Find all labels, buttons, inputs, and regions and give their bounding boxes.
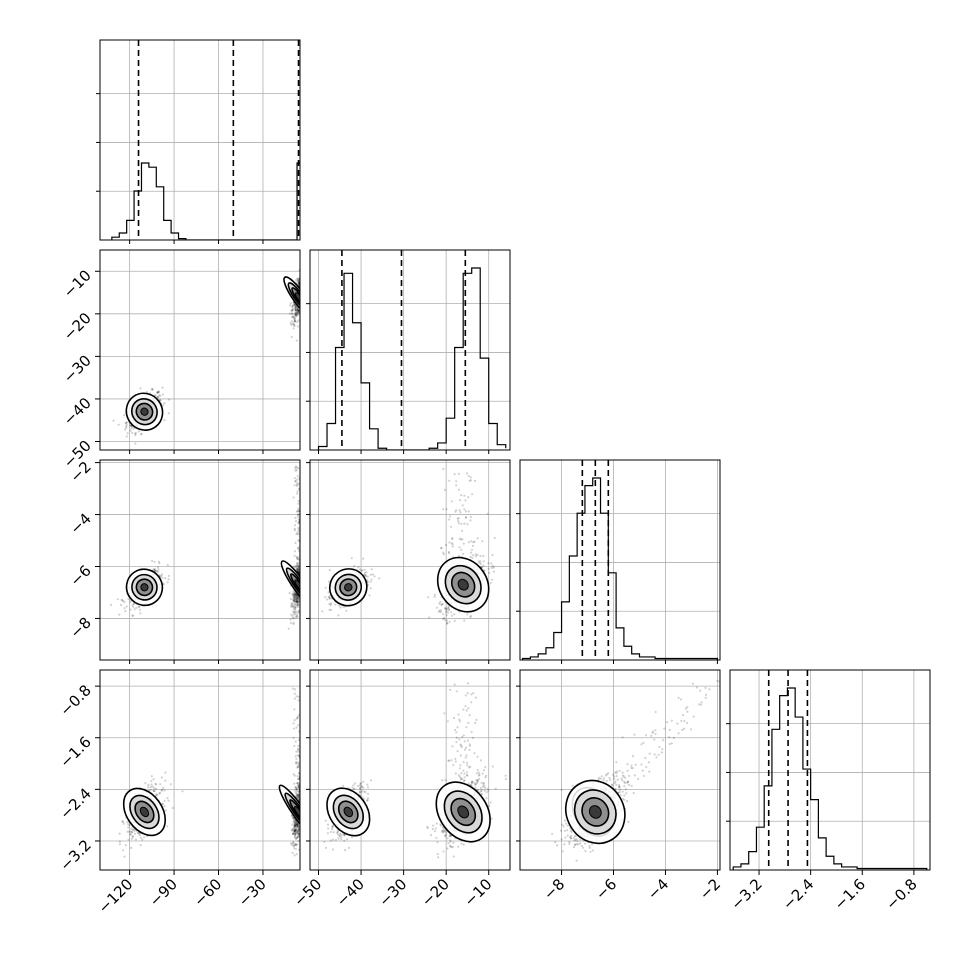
y-tick-label: −6 [66, 562, 94, 590]
panel-frame [519, 459, 721, 661]
density-contour [457, 805, 470, 819]
scatter-points [112, 268, 300, 445]
x-tick-label: −2.4 [779, 875, 817, 913]
x-tick-label: −40 [333, 875, 368, 910]
panel-frame [99, 459, 301, 661]
density-contour [139, 806, 150, 818]
panel-frame [519, 669, 721, 871]
scatter-panel-p2-p3 [519, 669, 721, 871]
scatter-points [321, 467, 496, 625]
hist-panel-p2 [516, 459, 721, 661]
density-contour [588, 805, 602, 819]
x-tick-label: −4 [644, 875, 672, 903]
y-axis-p3: −3.2 −2.4 −1.6 −0.8 [56, 681, 100, 875]
panel-frame [309, 249, 511, 451]
y-tick-label: −10 [60, 266, 95, 301]
density-contour [457, 578, 469, 591]
panel-frame [729, 669, 931, 871]
density-contour [343, 806, 354, 818]
scatter-panel-p0-p2 [99, 459, 301, 661]
scatter-panel-p0-p3 [99, 669, 301, 871]
x-tick-label: −8 [540, 875, 568, 903]
x-tick-label: −2 [696, 875, 724, 903]
density-contour [140, 583, 149, 592]
x-tick-label: −30 [375, 875, 410, 910]
hist-panel-p0 [96, 39, 301, 241]
panel-frame [309, 669, 511, 871]
scatter-points [118, 687, 300, 858]
panel-frame [309, 459, 511, 661]
y-tick-label: −8 [66, 614, 94, 642]
density-contour [293, 806, 300, 818]
histogram-p0 [111, 162, 300, 240]
x-axis-p0: −120 −90 −60 −30 [95, 870, 270, 917]
x-tick-label: −10 [460, 875, 495, 910]
panel-frame [99, 249, 301, 451]
hist-panel-p3 [726, 669, 931, 871]
x-tick-label: −6 [592, 875, 620, 903]
hist-panel-p1 [306, 249, 511, 451]
density-contour [294, 292, 300, 302]
x-tick-label: −1.6 [831, 875, 869, 913]
y-tick-label: −40 [60, 394, 95, 429]
x-tick-label: −3.2 [727, 875, 765, 913]
panel-frame [99, 39, 301, 241]
y-tick-label: −30 [60, 351, 95, 386]
density-contour [294, 579, 300, 590]
x-axis-p2: −8 −6 −4 −2 [540, 870, 724, 903]
y-axis-p1: −50−40−30−20−10 [60, 266, 100, 472]
y-tick-label: −2.4 [56, 784, 94, 822]
density-contour [344, 583, 353, 592]
y-axis-p2: −8−6−4−2 [66, 458, 100, 642]
x-axis-p1: −50 −40 −30 −20 −10 [290, 870, 496, 910]
x-axis-p3: −3.2 −2.4 −1.6 −0.8 [727, 870, 921, 914]
scatter-points [109, 465, 300, 630]
y-tick-label: −20 [60, 309, 95, 344]
scatter-panel-p1-p3 [309, 669, 511, 871]
x-tick-label: −90 [146, 875, 181, 910]
panel-frame [99, 669, 301, 871]
scatter-panel-p0-p1 [99, 249, 301, 451]
y-tick-label: −3.2 [56, 836, 94, 874]
scatter-panel-p1-p2 [309, 459, 511, 661]
x-tick-label: −30 [235, 875, 270, 910]
y-tick-label: −4 [66, 510, 94, 538]
histogram-p2 [521, 477, 719, 660]
density-contour [140, 407, 149, 416]
scatter-points [551, 679, 720, 862]
x-tick-label: −20 [418, 875, 453, 910]
histogram-p3 [732, 687, 928, 870]
x-tick-label: −0.8 [882, 875, 920, 913]
y-tick-label: −0.8 [56, 681, 94, 719]
x-tick-label: −60 [190, 875, 225, 910]
scatter-points [323, 682, 507, 859]
x-tick-label: −120 [95, 875, 137, 917]
histogram-p1 [317, 267, 507, 450]
y-tick-label: −1.6 [56, 733, 94, 771]
x-tick-label: −50 [290, 875, 325, 910]
